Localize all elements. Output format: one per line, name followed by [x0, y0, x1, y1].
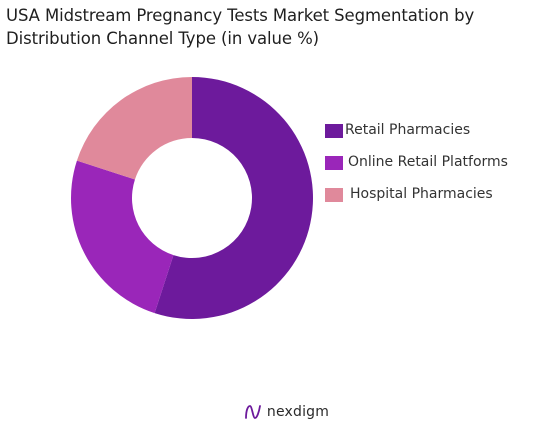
legend-swatch: [325, 188, 343, 202]
legend-swatch: [325, 124, 343, 138]
legend-swatch: [325, 156, 343, 170]
donut-slice-hospital-pharmacies: [76, 77, 192, 180]
brand-footer: nexdigm: [0, 404, 549, 424]
legend-label: Retail Pharmacies: [345, 122, 471, 138]
legend-label: Online Retail Platforms: [348, 154, 508, 170]
donut-slice-retail-pharmacies: [154, 77, 313, 319]
donut-slice-online-retail-platforms: [70, 160, 174, 314]
chart-title: USA Midstream Pregnancy Tests Market Seg…: [6, 4, 546, 50]
chart-title-line-2: Distribution Channel Type (in value %): [6, 29, 319, 48]
chart-title-line-1: USA Midstream Pregnancy Tests Market Seg…: [6, 6, 475, 25]
legend-label: Hospital Pharmacies: [350, 186, 493, 202]
nexdigm-logo-icon: [244, 405, 261, 419]
brand-name: nexdigm: [266, 404, 330, 420]
